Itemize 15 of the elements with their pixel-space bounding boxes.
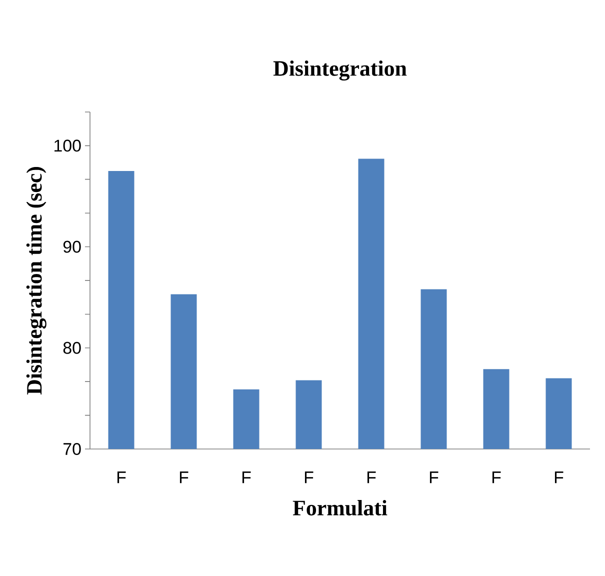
x-tick-label: F — [554, 472, 564, 484]
x-axis-title: Formulati — [292, 500, 388, 516]
x-tick-label: F — [242, 472, 251, 484]
x-tick-label: F — [304, 472, 314, 484]
x-tick-label: F — [180, 472, 188, 484]
x-tick-label: F — [117, 472, 126, 484]
x-tick-label: F — [492, 472, 501, 484]
x-tick-label: F — [430, 472, 438, 484]
x-tick-label: F — [367, 472, 376, 484]
y-tick-label: 100 — [54, 140, 81, 152]
y-axis-title: Disintegration time (sec) — [26, 167, 46, 395]
chart-title: Disintegration — [273, 60, 407, 81]
y-tick-label: 70 — [64, 443, 81, 455]
y-tick-label: 80 — [63, 342, 81, 354]
y-tick-label: 90 — [63, 240, 81, 253]
